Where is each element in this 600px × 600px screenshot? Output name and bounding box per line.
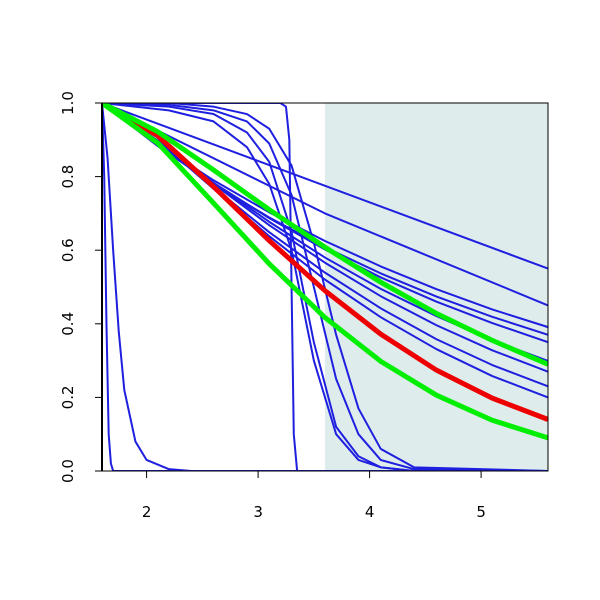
x-tick-label: 2 [142,503,152,521]
y-tick-label: 1.0 [59,91,77,115]
y-tick-label: 0.4 [59,312,77,336]
curve [102,103,548,471]
y-tick-label: 0.6 [59,238,77,262]
curve [102,103,548,471]
curve [102,103,548,471]
curve [102,103,548,441]
curve [102,103,548,471]
shaded-region [325,103,548,471]
plot-lines [102,103,548,471]
curve [102,103,548,399]
y-tick-label: 0.8 [59,165,77,189]
curve [102,103,548,422]
curve [102,103,548,307]
y-tick-label: 0.2 [59,385,77,409]
x-tick-label: 5 [476,503,486,521]
y-tick-label: 0.0 [59,459,77,483]
curve [102,103,548,367]
curve [102,103,548,270]
curve [102,103,548,471]
x-tick-label: 3 [253,503,263,521]
x-tick-label: 4 [365,503,375,521]
curve [102,103,548,471]
